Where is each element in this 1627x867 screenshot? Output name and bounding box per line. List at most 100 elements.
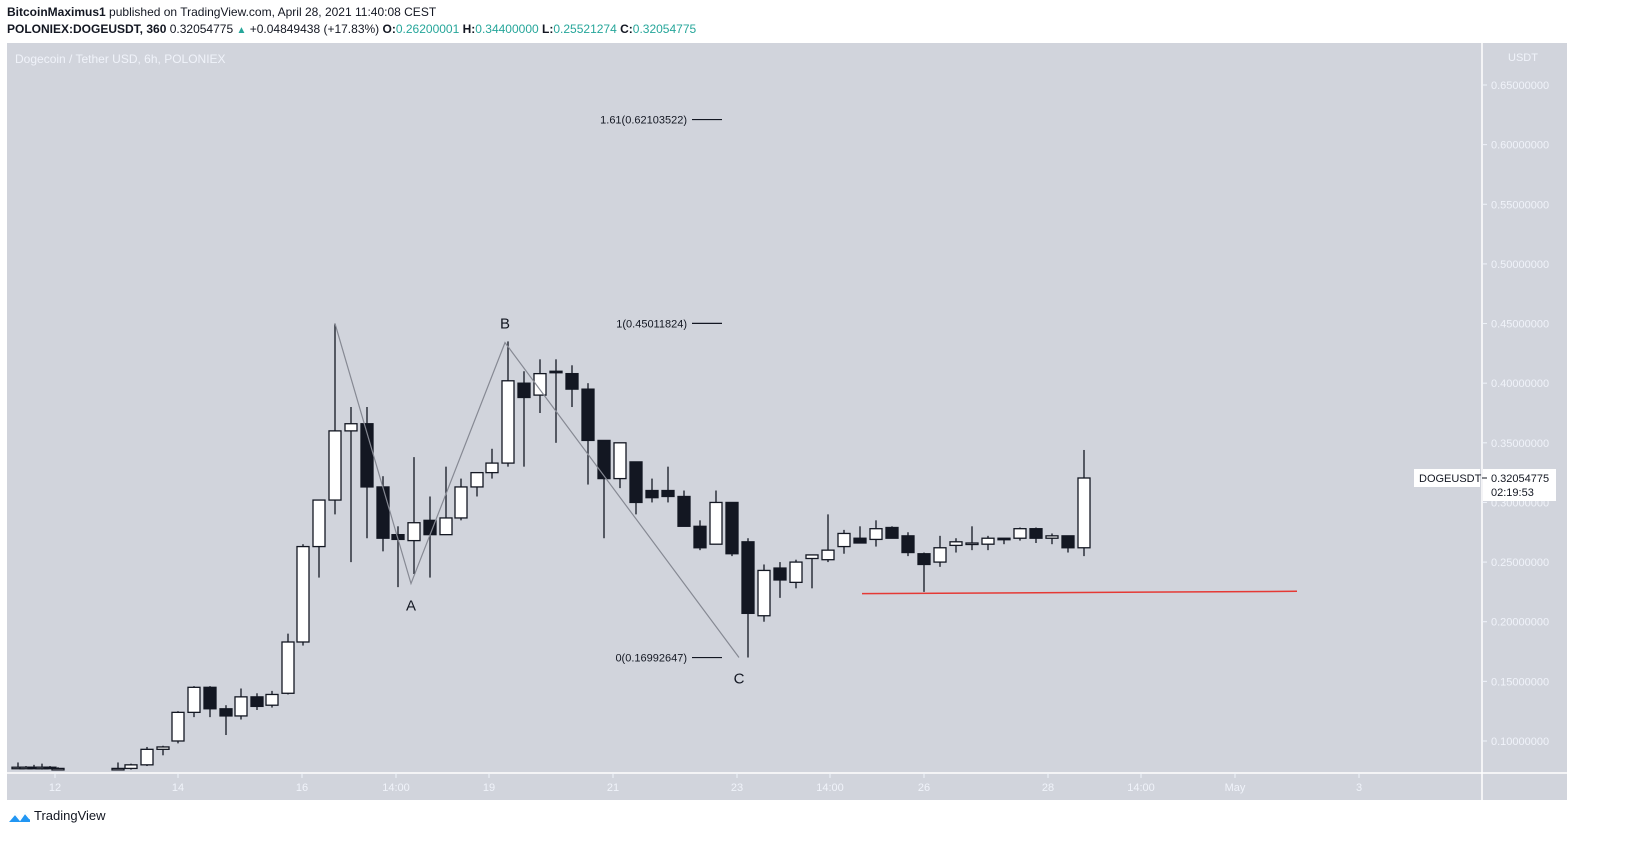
time-tick-label: 16 — [296, 782, 308, 794]
candle-up[interactable] — [140, 748, 154, 766]
time-tick-label: 14 — [172, 782, 184, 794]
candle-down[interactable] — [741, 541, 755, 615]
time-tick-label: 14:00 — [1127, 782, 1155, 794]
candle-up[interactable] — [111, 767, 125, 771]
candle-up[interactable] — [501, 380, 515, 464]
candle-down[interactable] — [597, 439, 611, 480]
candle-down[interactable] — [376, 486, 390, 539]
candle-down[interactable] — [250, 696, 264, 708]
price-tick-label: 0.20000000 — [1491, 617, 1549, 629]
candle-up[interactable] — [454, 486, 468, 519]
time-tick-label: 28 — [1042, 782, 1054, 794]
candle-up[interactable] — [613, 442, 627, 480]
candle-up[interactable] — [821, 549, 835, 561]
open-value: 0.26200001 — [395, 22, 460, 36]
low-value: 0.25521274 — [553, 22, 617, 36]
candle-up[interactable] — [51, 767, 65, 771]
time-tick-label: May — [1225, 782, 1246, 794]
candle-down[interactable] — [219, 708, 233, 717]
price-tick-label: 0.55000000 — [1491, 199, 1549, 211]
abc-wave-line[interactable] — [334, 323, 740, 658]
candle-down[interactable] — [725, 501, 739, 555]
candle-down[interactable] — [853, 537, 867, 544]
last-price-tag — [1483, 468, 1556, 501]
candle-up[interactable] — [485, 462, 499, 474]
ohlc-legend: POLONIEX:DOGEUSDT, 360 0.32054775 ▲ +0.0… — [7, 22, 696, 36]
price-change: +0.04849438 (+17.83%) — [249, 22, 380, 36]
candle-down[interactable] — [581, 388, 595, 442]
candle-down[interactable] — [917, 553, 931, 566]
candle-down[interactable] — [661, 489, 675, 498]
candle-down[interactable] — [645, 489, 659, 499]
candle-up[interactable] — [1013, 528, 1027, 539]
candle-up[interactable] — [837, 532, 851, 548]
candle-up[interactable] — [281, 641, 295, 694]
symbol-label: POLONIEX:DOGEUSDT, 360 — [7, 22, 167, 36]
candle-up[interactable] — [805, 554, 819, 560]
fib-level-label: 0(0.16992647) — [615, 653, 687, 665]
candle-down[interactable] — [773, 567, 787, 581]
author-name: BitcoinMaximus1 — [7, 5, 106, 19]
candle-up[interactable] — [265, 693, 279, 706]
candle-down[interactable] — [203, 686, 217, 710]
candle-up[interactable] — [949, 541, 963, 547]
time-tick-label: 14:00 — [816, 782, 844, 794]
candle-up[interactable] — [124, 764, 138, 770]
candle-up[interactable] — [709, 501, 723, 545]
candle-up[interactable] — [965, 542, 979, 546]
candle-down[interactable] — [517, 382, 531, 399]
support-line[interactable] — [861, 590, 1298, 595]
tradingview-logo[interactable]: TradingView — [7, 808, 106, 823]
candle-down[interactable] — [677, 495, 691, 527]
candle-up[interactable] — [407, 522, 421, 542]
candle-up[interactable] — [344, 423, 358, 432]
time-tick-label: 12 — [49, 782, 61, 794]
candle-up[interactable] — [1077, 477, 1091, 549]
high-label: H: — [462, 22, 476, 36]
time-tick-label: 14:00 — [382, 782, 410, 794]
candle-down[interactable] — [565, 372, 579, 390]
candle-down[interactable] — [1061, 535, 1075, 549]
candle-up[interactable] — [533, 372, 547, 396]
candle-up[interactable] — [439, 517, 453, 536]
bar-countdown: 02:19:53 — [1491, 487, 1534, 499]
candle-up[interactable] — [156, 746, 170, 750]
price-tick-label: 0.50000000 — [1491, 259, 1549, 271]
candle-up[interactable] — [171, 711, 185, 742]
candle-down[interactable] — [549, 370, 563, 374]
candlestick-chart[interactable]: USDT 0.10000000 0.15000000 0.20000000 0.2500… — [7, 43, 1567, 800]
candle-down[interactable] — [1029, 528, 1043, 539]
fib-level-label: 1(0.45011824) — [616, 318, 687, 330]
candle-down[interactable] — [693, 525, 707, 549]
brand-name: TradingView — [34, 808, 106, 823]
candle-up[interactable] — [1045, 535, 1059, 539]
price-tick-label: 0.10000000 — [1491, 736, 1549, 748]
candle-down[interactable] — [629, 461, 643, 504]
tradingview-cloud-icon — [8, 811, 31, 822]
price-tick-label: 0.45000000 — [1491, 319, 1549, 331]
chart-area[interactable]: USDT 0.10000000 0.15000000 0.20000000 0.2500… — [7, 43, 1567, 800]
candle-down[interactable] — [997, 537, 1011, 541]
candle-up[interactable] — [933, 547, 947, 563]
candle-up[interactable] — [470, 471, 484, 488]
candle-down[interactable] — [901, 535, 915, 554]
candle-up[interactable] — [869, 528, 883, 541]
price-tick-label: 0.60000000 — [1491, 140, 1549, 152]
candle-up[interactable] — [187, 686, 201, 714]
candle-up[interactable] — [789, 561, 803, 584]
candle-up[interactable] — [981, 537, 995, 545]
high-value: 0.34400000 — [475, 22, 539, 36]
time-tick-label: 23 — [731, 782, 743, 794]
publish-info: BitcoinMaximus1 published on TradingView… — [7, 5, 436, 19]
symbol-tag — [1414, 468, 1480, 487]
time-tick-label: 21 — [607, 782, 619, 794]
candle-up[interactable] — [757, 569, 771, 617]
last-price: 0.32054775 — [169, 22, 234, 36]
close-value: 0.32054775 — [632, 22, 697, 36]
candle-up[interactable] — [296, 545, 310, 643]
candle-up[interactable] — [234, 696, 248, 717]
candle-up[interactable] — [328, 430, 342, 501]
candle-down[interactable] — [885, 526, 899, 539]
candle-up[interactable] — [312, 499, 326, 548]
open-label: O: — [382, 22, 396, 36]
